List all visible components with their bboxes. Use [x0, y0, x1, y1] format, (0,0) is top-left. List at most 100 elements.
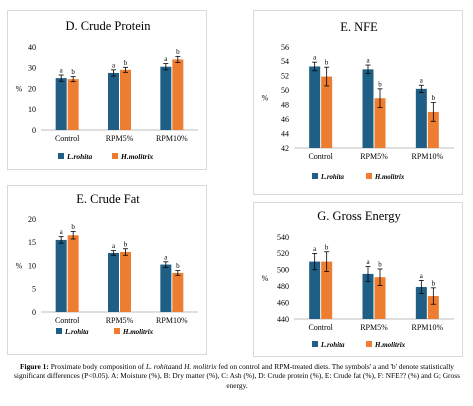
bar [427, 296, 439, 319]
chart-panel-crude-fat: E. Crude Fat 0 5 10 15 20% Control a b RPM5% a b RPM… [7, 185, 207, 355]
significance-letter: b [325, 243, 329, 251]
bar [55, 239, 67, 312]
y-tick-label: 0 [32, 308, 36, 317]
y-tick-label: 5 [32, 285, 36, 294]
bar [427, 111, 439, 148]
legend-swatch [114, 328, 120, 334]
significance-letter: b [378, 80, 382, 88]
y-tick-label: 540 [277, 233, 289, 242]
significance-letter: b [71, 68, 75, 76]
legend-label: H.molitrix [122, 328, 154, 336]
chart-title: E. NFE [340, 20, 378, 34]
significance-letter: a [164, 253, 168, 261]
x-tick-label: RPM10% [156, 134, 188, 143]
significance-letter: b [124, 59, 128, 67]
significance-letter: b [432, 94, 436, 102]
bar [120, 252, 131, 312]
bar [172, 59, 184, 131]
chart-nfe: E. NFE4244464850525456%ControlabRPM5%abR… [262, 20, 454, 181]
caption-text-2: and [171, 362, 185, 371]
y-tick-label: 440 [277, 315, 289, 324]
x-tick-label: RPM10% [156, 316, 188, 325]
bar [415, 287, 427, 319]
y-tick-label: 40 [28, 43, 36, 52]
significance-letter: b [176, 262, 180, 270]
bar [120, 69, 131, 130]
legend-label: H.molitrix [374, 174, 405, 181]
bar [374, 277, 386, 319]
y-tick-label: 10 [28, 261, 36, 270]
legend-label: L.rohita [64, 328, 89, 336]
y-tick-label: 50 [281, 86, 289, 95]
significance-letter: a [313, 54, 317, 62]
x-tick-label: RPM5% [360, 323, 388, 332]
bar [309, 261, 321, 319]
x-tick-label: Control [308, 323, 333, 332]
bar [160, 66, 172, 130]
x-tick-label: Control [55, 134, 80, 143]
chart-title: G. Gross Energy [317, 209, 401, 223]
x-tick-label: Control [308, 152, 333, 161]
legend-swatch [366, 341, 372, 347]
caption-text-3: fed on control and RPM-treated diets. Th… [14, 362, 460, 390]
x-tick-label: RPM5% [106, 134, 134, 143]
caption-species-1: L. rohita [145, 362, 172, 371]
significance-letter: a [60, 228, 64, 236]
bar [321, 261, 333, 319]
chart-panel-gross-energy: G. Gross Energy 440 460 480 500 520 540% Contro… [253, 202, 463, 357]
significance-letter: a [313, 245, 317, 253]
y-tick-label: 30 [28, 64, 36, 73]
bar [415, 88, 427, 148]
legend-swatch [312, 341, 318, 347]
significance-letter: a [366, 258, 370, 266]
y-tick-label: 52 [281, 72, 289, 81]
y-tick-label: 46 [281, 115, 289, 124]
bar [55, 78, 67, 130]
significance-letter: b [432, 279, 436, 287]
x-tick-label: Control [55, 316, 80, 325]
legend-swatch [366, 173, 372, 179]
bar [309, 66, 321, 148]
chart-panel-nfe: E. NFE 42 44 46 48 50 52 54 56% Control a b RPM5% a b R… [253, 10, 463, 195]
caption-label: Figure 1: [20, 362, 49, 371]
y-axis-label: % [16, 85, 23, 94]
significance-letter: a [366, 57, 370, 65]
significance-letter: b [325, 59, 329, 67]
bar [108, 72, 119, 130]
y-tick-label: 520 [277, 249, 289, 258]
y-tick-label: 44 [281, 129, 289, 138]
chart-title: D. Crude Protein [65, 19, 151, 33]
legend-swatch [112, 153, 118, 159]
bar [67, 235, 79, 312]
x-tick-label: RPM10% [412, 152, 444, 161]
significance-letter: a [420, 77, 424, 85]
significance-letter: a [60, 67, 64, 75]
x-tick-label: RPM10% [412, 323, 444, 332]
y-tick-label: 500 [277, 266, 289, 275]
y-tick-label: 10 [28, 105, 36, 114]
y-tick-label: 56 [281, 43, 289, 52]
bar [362, 69, 374, 148]
legend-swatch [56, 328, 62, 334]
bar [160, 264, 172, 312]
legend-label: L.rohita [320, 341, 345, 349]
y-tick-label: 480 [277, 282, 289, 291]
y-tick-label: 20 [28, 84, 36, 93]
y-axis-label: % [262, 94, 269, 103]
caption-text-1: Proximate body composition of [48, 362, 146, 371]
legend-swatch [58, 153, 64, 159]
y-axis-label: % [262, 274, 269, 283]
bar [67, 79, 79, 130]
legend-swatch [312, 173, 318, 179]
y-tick-label: 48 [281, 101, 289, 110]
caption-species-2: H. molitrix [184, 362, 217, 371]
legend-label: H.molitrix [120, 152, 154, 161]
significance-letter: b [176, 48, 180, 56]
significance-letter: a [112, 242, 116, 250]
bar [108, 252, 119, 312]
y-tick-label: 54 [281, 57, 289, 66]
significance-letter: b [71, 223, 75, 231]
legend-label: L.rohita [66, 152, 92, 161]
x-tick-label: RPM5% [106, 316, 134, 325]
significance-letter: a [420, 272, 424, 280]
